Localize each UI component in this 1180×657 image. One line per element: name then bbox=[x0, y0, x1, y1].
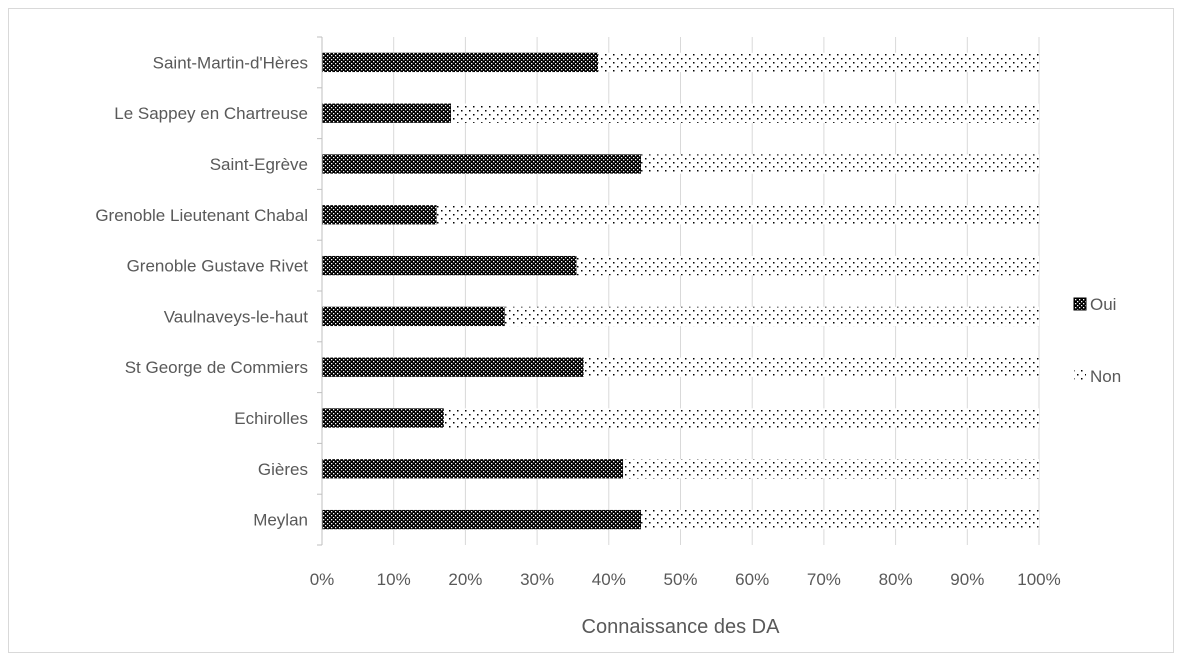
bar-non bbox=[623, 459, 1039, 479]
x-tick-label: 100% bbox=[1017, 570, 1060, 589]
x-tick-label: 60% bbox=[735, 570, 769, 589]
category-label: Saint-Egrève bbox=[210, 155, 308, 174]
category-label: Vaulnaveys-le-haut bbox=[164, 307, 309, 326]
category-label: Le Sappey en Chartreuse bbox=[114, 104, 308, 123]
category-label: Gières bbox=[258, 460, 308, 479]
bar-non bbox=[504, 306, 1040, 327]
bar-oui bbox=[322, 103, 452, 123]
x-tick-label: 80% bbox=[879, 570, 913, 589]
bar-oui bbox=[322, 154, 642, 174]
bar-non bbox=[451, 103, 1039, 123]
x-tick-label: 20% bbox=[448, 570, 482, 589]
category-label: Grenoble Gustave Rivet bbox=[127, 257, 309, 276]
category-label: Saint-Martin-d'Hères bbox=[153, 53, 308, 72]
bar-non bbox=[436, 205, 1040, 225]
bar-oui bbox=[322, 255, 577, 276]
category-label: St George de Commiers bbox=[125, 358, 308, 377]
bar-non bbox=[641, 509, 1039, 530]
bar-oui bbox=[322, 509, 642, 530]
bar-non bbox=[583, 357, 1039, 377]
bars bbox=[322, 52, 1040, 530]
legend-swatch-oui bbox=[1073, 297, 1087, 311]
bar-oui bbox=[322, 408, 444, 428]
bar-oui bbox=[322, 357, 584, 377]
bar-oui bbox=[322, 205, 437, 225]
category-label: Echirolles bbox=[234, 409, 308, 428]
bar-oui bbox=[322, 459, 624, 479]
category-label: Grenoble Lieutenant Chabal bbox=[95, 206, 308, 225]
legend-swatch-non bbox=[1074, 370, 1086, 382]
axes bbox=[317, 36, 323, 546]
bar-non bbox=[641, 154, 1039, 174]
bar-non bbox=[598, 52, 1039, 73]
labels: 0% 10% 20% 30% 40% 50% 60% 70% 80% 90% 100% Saint-M… bbox=[95, 53, 1060, 589]
x-axis-title: Connaissance des DA bbox=[582, 616, 781, 638]
bar-non bbox=[576, 255, 1039, 276]
x-tick-label: 50% bbox=[663, 570, 697, 589]
x-tick-label: 30% bbox=[520, 570, 554, 589]
x-tick-label: 90% bbox=[950, 570, 984, 589]
legend: Oui Non bbox=[1073, 295, 1121, 386]
x-tick-label: 10% bbox=[377, 570, 411, 589]
x-tick-label: 0% bbox=[310, 570, 335, 589]
chart-area: 0% 10% 20% 30% 40% 50% 60% 70% 80% 90% 100% Saint-M… bbox=[8, 8, 1174, 653]
bar-chart: 0% 10% 20% 30% 40% 50% 60% 70% 80% 90% 100% Saint-M… bbox=[95, 36, 1121, 638]
legend-label-non: Non bbox=[1090, 367, 1121, 386]
category-label: Meylan bbox=[253, 511, 308, 530]
bar-oui bbox=[322, 52, 599, 73]
legend-label-oui: Oui bbox=[1090, 295, 1116, 314]
bar-non bbox=[443, 408, 1039, 428]
x-tick-label: 40% bbox=[592, 570, 626, 589]
x-tick-label: 70% bbox=[807, 570, 841, 589]
bar-oui bbox=[322, 306, 505, 327]
